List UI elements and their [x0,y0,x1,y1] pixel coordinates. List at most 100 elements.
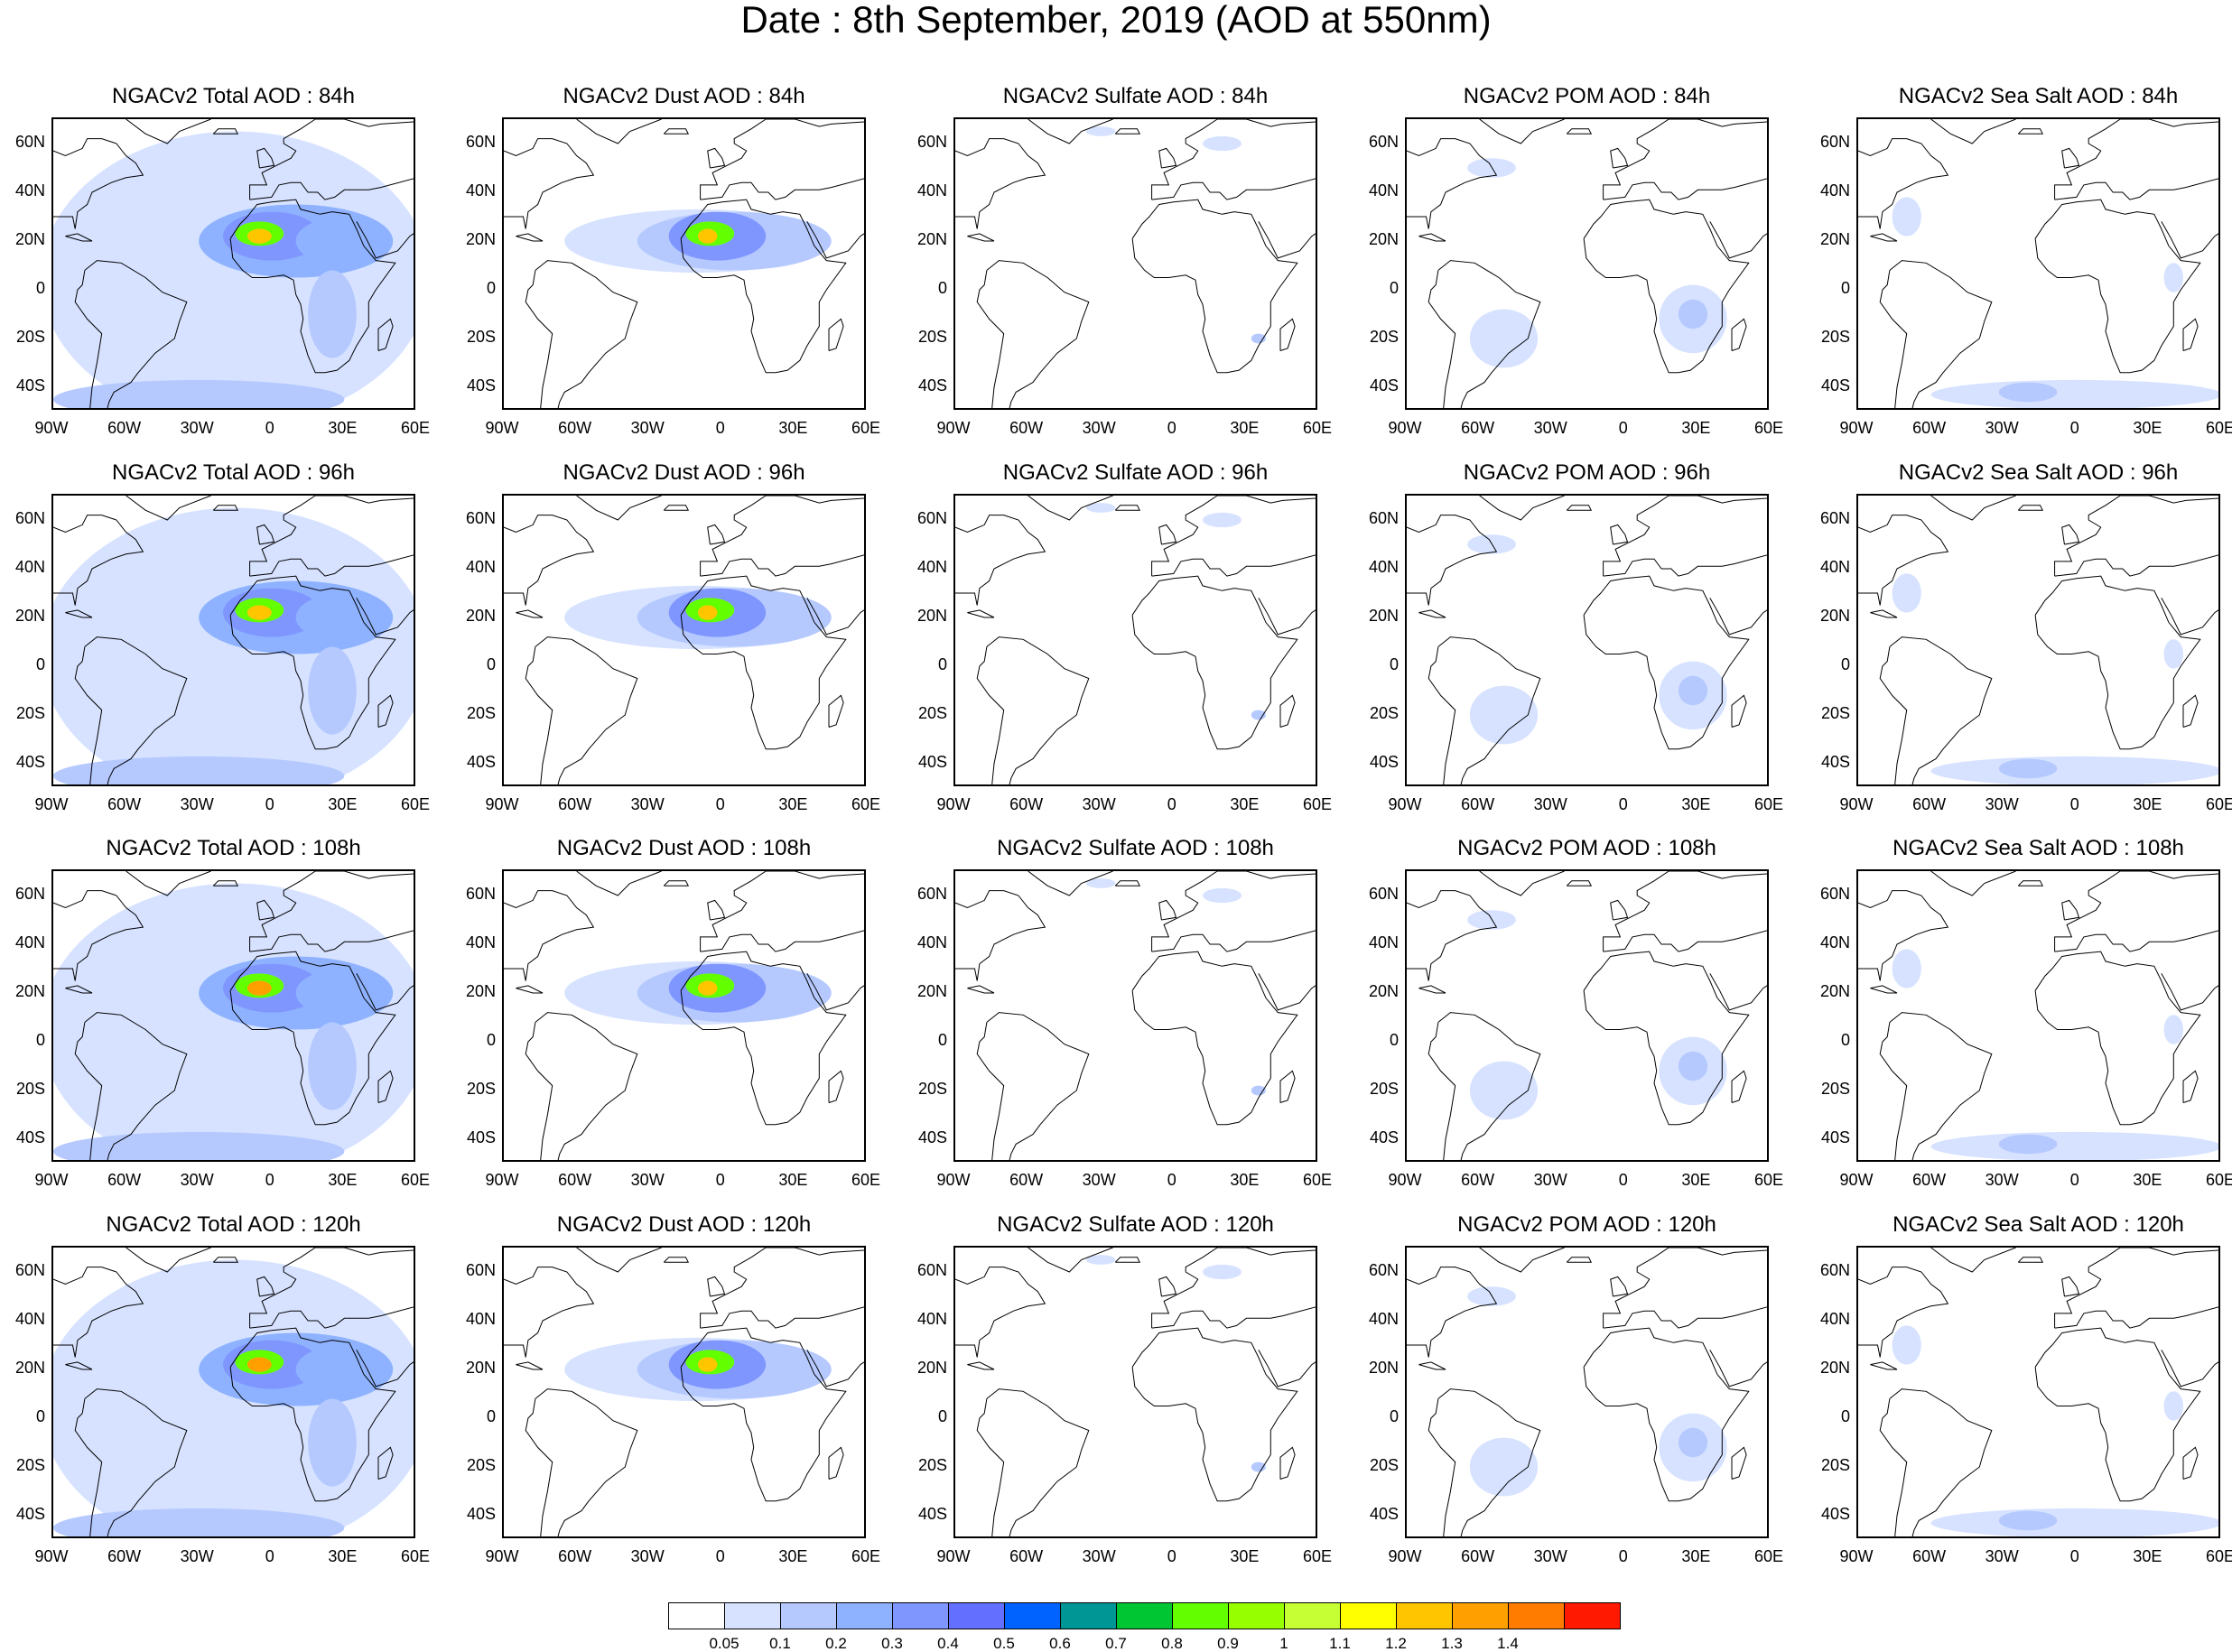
coastline [1151,119,1316,200]
lon-tick-label: 0 [1618,1547,1628,1565]
lat-tick-label: 40S [917,753,947,771]
aod-contour [1469,1437,1539,1497]
lat-tick-label: 20S [15,328,45,346]
coastline [576,496,662,521]
lon-tick-label: 30E [1230,1547,1260,1565]
coastline [967,233,995,242]
aod-contour [1251,333,1266,344]
lon-tick-label: 90W [936,419,971,437]
coastline [1583,951,1750,1126]
coastline [525,1388,638,1536]
lon-tick-label: 90W [936,1171,971,1189]
lat-tick-label: 60N [1819,509,1850,527]
aod-contour [53,131,414,408]
aod-map-panel [502,494,866,786]
lat-tick-label: 60N [14,1261,45,1279]
coastline [1870,233,1898,242]
coastline [2061,147,2080,169]
panel-title: NGACv2 Sulfate AOD : 108h [997,836,1274,860]
map-canvas [1407,871,1767,1160]
aod-contour [1892,949,1921,988]
lat-tick-label: 20N [916,982,947,1000]
coastline [2054,1248,2218,1329]
coastline [828,1070,844,1103]
coastline [1858,890,1949,981]
aod-contour [1998,1510,2058,1531]
aod-contour [1930,1131,2218,1160]
coastline [74,1388,188,1536]
lon-tick-label: 60E [1302,1547,1333,1565]
coastline [126,119,211,144]
aod-contour [1086,126,1116,136]
panel-title: NGACv2 Total AOD : 96h [111,460,355,485]
aod-map-panel [1856,117,2220,410]
coastline [516,609,544,618]
lon-tick-label: 30W [1533,795,1567,813]
lat-tick-label: 40S [1820,1128,1850,1146]
coastline [976,1388,1090,1536]
coastline [955,890,1046,981]
coastline [53,138,144,229]
aod-contour [53,1259,414,1536]
lat-tick-label: 60N [1368,1261,1399,1279]
panel-title: NGACv2 Total AOD : 84h [111,84,355,108]
panel-title: NGACv2 Sulfate AOD : 96h [1002,460,1269,485]
lat-tick-label: 0 [937,1407,947,1425]
lat-tick-label: 20N [916,230,947,248]
coastline [1131,1327,1298,1502]
coastline [663,505,690,511]
coastline [1428,1388,1541,1536]
lat-tick-label: 0 [1840,655,1850,673]
lat-tick-label: 40S [15,1505,45,1523]
coastline [2182,1070,2199,1103]
panel-title: NGACv2 Dust AOD : 108h [556,836,812,860]
lat-tick-label: 20N [1819,982,1850,1000]
colorbar-label: 0.2 [825,1635,847,1652]
lon-tick-label: 60W [558,1171,592,1189]
lon-tick-label: 60W [1009,419,1044,437]
coastline [1407,138,1498,229]
panel-title: NGACv2 Sulfate AOD : 120h [997,1212,1274,1237]
lat-tick-label: 20S [1820,704,1850,722]
lon-tick-label: 30W [1985,1171,2019,1189]
aod-contour [246,605,272,620]
coastline [1114,1257,1141,1263]
lon-tick-label: 60E [400,1171,431,1189]
lon-tick-label: 30E [328,1171,358,1189]
coastline [1258,1350,1316,1387]
lon-tick-label: 30E [778,1171,808,1189]
colorbar-label: 0.05 [709,1635,739,1652]
colorbar-label: 1.1 [1329,1635,1351,1652]
lat-tick-label: 40N [1819,1310,1850,1328]
coastline [1610,524,1629,545]
coastline [707,147,726,169]
panel-title: NGACv2 POM AOD : 96h [1463,460,1711,485]
lon-tick-label: 60W [1461,419,1495,437]
coastline [1258,973,1316,1011]
lat-tick-label: 20N [14,607,45,625]
lat-tick-label: 20S [917,704,947,722]
map-canvas [955,1248,1316,1536]
lon-tick-label: 30W [1985,1547,2019,1565]
lat-tick-label: 40S [1369,753,1399,771]
aod-contour [53,883,414,1160]
coastline [2034,951,2201,1126]
lon-tick-label: 90W [936,795,971,813]
coastline [1279,694,1296,728]
lon-tick-label: 60E [1302,419,1333,437]
lat-tick-label: 20N [14,982,45,1000]
aod-contour [1469,309,1539,368]
coastline [1709,221,1767,259]
coastline [1566,505,1593,511]
coastline [955,515,1046,606]
coastline [1279,318,1296,351]
coastline [356,598,414,636]
coastline [74,1012,188,1160]
panel-title: NGACv2 Sea Salt AOD : 96h [1898,460,2179,485]
lat-tick-label: 20S [917,1456,947,1474]
lat-tick-label: 40N [1368,558,1399,576]
lon-tick-label: 60E [2205,1171,2232,1189]
lon-tick-label: 60E [1753,795,1784,813]
coastline [1610,147,1629,169]
colorbar-label: 1.2 [1385,1635,1407,1652]
